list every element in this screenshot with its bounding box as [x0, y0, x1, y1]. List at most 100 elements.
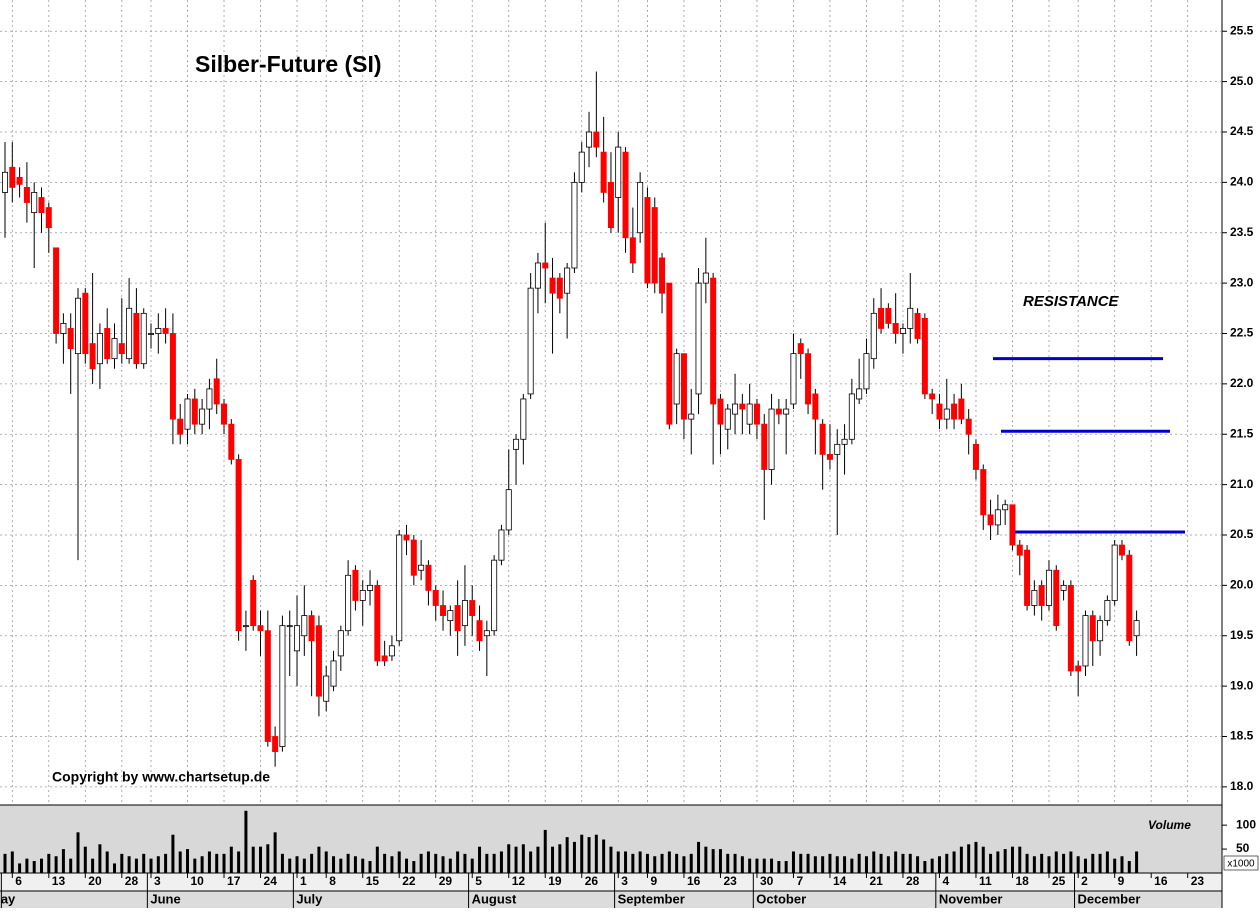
- candle-body: [16, 176, 23, 185]
- candle-body: [60, 323, 67, 334]
- candle-body: [907, 307, 914, 329]
- x-tick-label: 19: [548, 874, 562, 888]
- candle-body: [513, 438, 520, 450]
- volume-bar: [521, 844, 525, 873]
- volume-bar: [434, 853, 438, 873]
- candle-body: [45, 207, 52, 229]
- volume-bar: [755, 858, 759, 873]
- volume-bar: [653, 856, 657, 873]
- x-tick-label: 11: [979, 874, 992, 888]
- volume-bar: [361, 858, 365, 873]
- volume-bar: [368, 861, 372, 873]
- candle-body: [965, 418, 972, 435]
- candle-body: [2, 171, 9, 193]
- volume-bar: [91, 858, 95, 873]
- candle-body: [892, 323, 899, 334]
- candle-body: [498, 529, 505, 561]
- volume-bar: [76, 832, 80, 873]
- volume-bar: [156, 856, 160, 873]
- x-tick-label: 23: [723, 874, 737, 888]
- candle-body: [213, 378, 220, 405]
- candle-body: [622, 151, 629, 239]
- month-label: August: [472, 891, 517, 906]
- volume-bar: [689, 853, 693, 873]
- candle-body: [323, 675, 330, 702]
- candle-body: [775, 408, 782, 415]
- x-tick-label: 20: [88, 874, 102, 888]
- volume-bar: [10, 851, 14, 873]
- volume-bar: [83, 846, 87, 873]
- candle-body: [549, 277, 556, 294]
- candle-body: [250, 579, 257, 627]
- candle-body: [797, 343, 804, 355]
- month-label: October: [756, 891, 806, 906]
- candle-body: [805, 353, 812, 405]
- candle-body: [89, 343, 96, 370]
- volume-bar: [558, 844, 562, 873]
- candle-body: [359, 590, 366, 601]
- candle-body: [491, 559, 498, 632]
- candle-body: [1002, 504, 1009, 511]
- x-tick-label: 4: [942, 874, 949, 888]
- y-tick-label: 50: [1236, 841, 1250, 855]
- candle-body: [878, 307, 885, 329]
- candle-body: [425, 564, 432, 591]
- candle-body: [958, 398, 965, 420]
- volume-bar: [54, 856, 58, 873]
- candle-body: [286, 625, 293, 628]
- volume-bar: [894, 851, 898, 873]
- volume-bar: [499, 851, 503, 873]
- candle-body: [1118, 544, 1125, 556]
- candle-body: [126, 307, 133, 360]
- volume-bar: [806, 853, 810, 873]
- volume-bar: [295, 856, 299, 873]
- candle-body: [914, 312, 921, 339]
- candle-body: [432, 590, 439, 606]
- candle-body: [732, 403, 739, 415]
- volume-bar: [572, 841, 576, 873]
- x-tick-label: 24: [264, 874, 278, 888]
- volume-bar: [383, 853, 387, 873]
- candle-body: [673, 353, 680, 405]
- candle-body: [1089, 615, 1096, 642]
- volume-bar: [339, 858, 343, 873]
- volume-bar: [317, 846, 321, 873]
- candle-body: [542, 262, 549, 269]
- month-label: June: [150, 891, 180, 906]
- candle-body: [96, 333, 103, 365]
- candle-body: [1126, 554, 1133, 642]
- volume-bar: [551, 846, 555, 873]
- candle-body: [345, 574, 352, 632]
- candle-body: [659, 257, 666, 294]
- volume-bar: [777, 861, 781, 873]
- candle-body: [9, 166, 16, 188]
- volume-bar: [916, 856, 920, 873]
- volume-bar: [850, 858, 854, 873]
- volume-bar: [200, 856, 204, 873]
- y-tick-label: 19.5: [1230, 628, 1254, 642]
- candle-body: [695, 282, 702, 395]
- x-tick-label: 5: [475, 874, 482, 888]
- volume-bar: [901, 853, 905, 873]
- candle-body: [1104, 600, 1111, 622]
- volume-bar: [244, 810, 248, 873]
- volume-bar: [448, 858, 452, 873]
- volume-bar: [280, 853, 284, 873]
- volume-bar: [25, 858, 29, 873]
- volume-bar: [171, 834, 175, 873]
- candle-body: [67, 328, 74, 349]
- y-tick-label: 20.0: [1230, 578, 1254, 592]
- volume-bar: [69, 858, 73, 873]
- candle-body: [746, 403, 753, 425]
- candle-body: [148, 333, 155, 335]
- volume-bar: [302, 858, 306, 873]
- volume-bar: [879, 853, 883, 873]
- volume-bar: [492, 853, 496, 873]
- x-tick-label: 12: [512, 874, 526, 888]
- candle-body: [593, 131, 600, 148]
- x-tick-label: 22: [402, 874, 416, 888]
- volume-bar: [616, 851, 620, 873]
- candle-body: [461, 600, 468, 627]
- month-label: July: [296, 891, 323, 906]
- y-tick-label: 18.0: [1230, 779, 1254, 793]
